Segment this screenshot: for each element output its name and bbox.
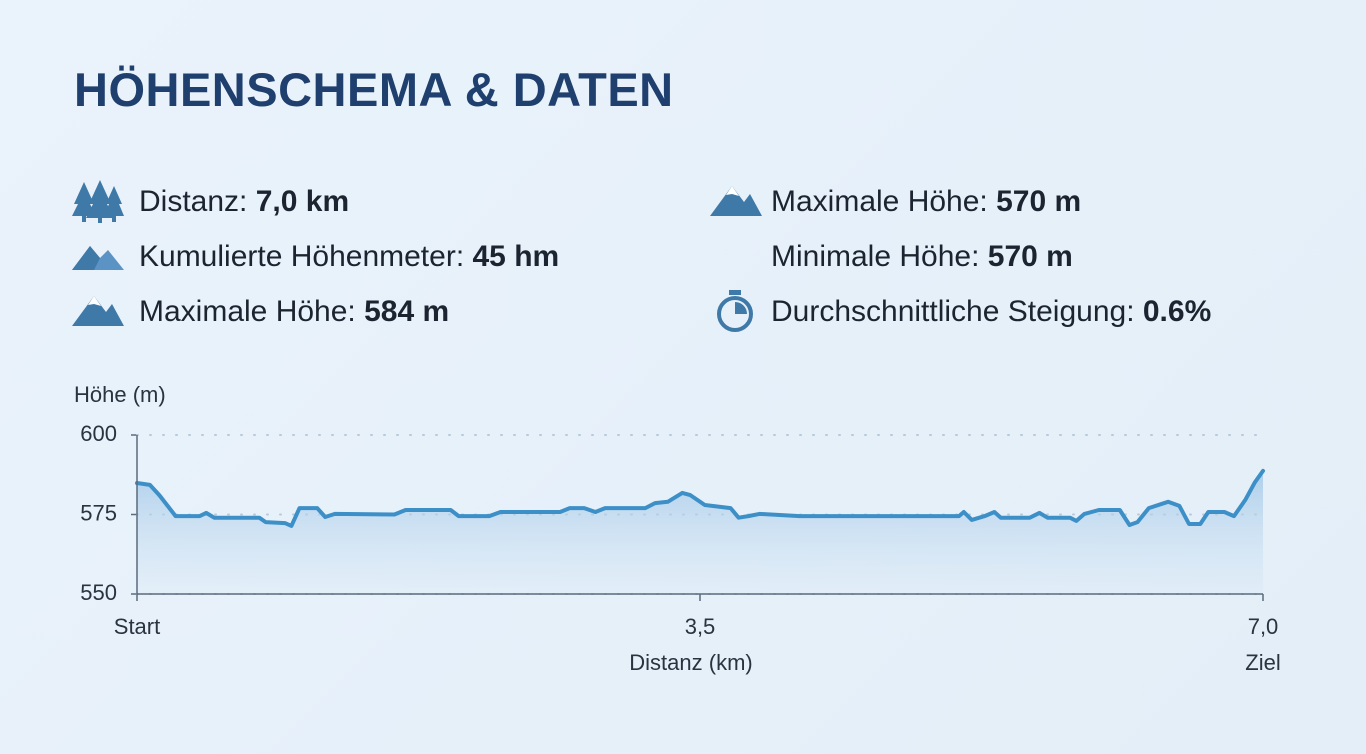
x-tick-label: 7,0	[1248, 614, 1279, 639]
x-axis-label: Distanz (km)	[629, 650, 752, 675]
stat-label: Maximale Höhe:	[139, 295, 356, 328]
stat-value: 570 m	[996, 185, 1082, 218]
stat: Kumulierte Höhenmeter: 45 hm	[139, 239, 559, 275]
y-axis-label: Höhe (m)	[74, 382, 166, 407]
stat-value: 45 hm	[472, 240, 560, 273]
icon-trees	[72, 180, 124, 223]
stat: Maximale Höhe: 584 m	[139, 294, 449, 330]
stat-value: 0.6%	[1142, 295, 1212, 328]
stat-label: Distanz:	[139, 185, 248, 218]
y-tick-label: 550	[80, 580, 117, 605]
stat-label: Kumulierte Höhenmeter:	[139, 240, 465, 273]
stat-label: Minimale Höhe:	[771, 240, 980, 273]
x-tick-label: 3,5	[685, 614, 716, 639]
stat: Durchschnittliche Steigung: 0.6%	[771, 294, 1211, 330]
stat-value: 7,0 km	[255, 185, 350, 218]
y-tick-label: 600	[80, 421, 117, 446]
stat: Minimale Höhe: 570 m	[771, 239, 1073, 275]
stat: Maximale Höhe: 570 m	[771, 184, 1081, 220]
elevation-line	[135, 468, 1265, 528]
y-tick-label: 575	[80, 500, 117, 525]
x-tick-label: Start	[114, 614, 160, 639]
chart: Höhe (m) Distanz (km) Ziel 550 575 600 Star…	[74, 382, 1281, 675]
stat: Distanz: 7,0 km	[139, 184, 349, 220]
stat-label: Durchschnittliche Steigung:	[771, 295, 1135, 328]
icon-mountain	[72, 246, 124, 270]
title: HÖHENSCHEMA & DATEN	[74, 63, 674, 116]
stat-value: 570 m	[987, 240, 1073, 273]
end-label: Ziel	[1245, 650, 1280, 675]
icon-mountain-snow	[72, 296, 124, 326]
icon-stopwatch	[717, 290, 753, 332]
stat-value: 584 m	[364, 295, 450, 328]
icon-mountain-snow	[710, 186, 762, 216]
area	[137, 470, 1263, 594]
stat-label: Maximale Höhe:	[771, 185, 988, 218]
